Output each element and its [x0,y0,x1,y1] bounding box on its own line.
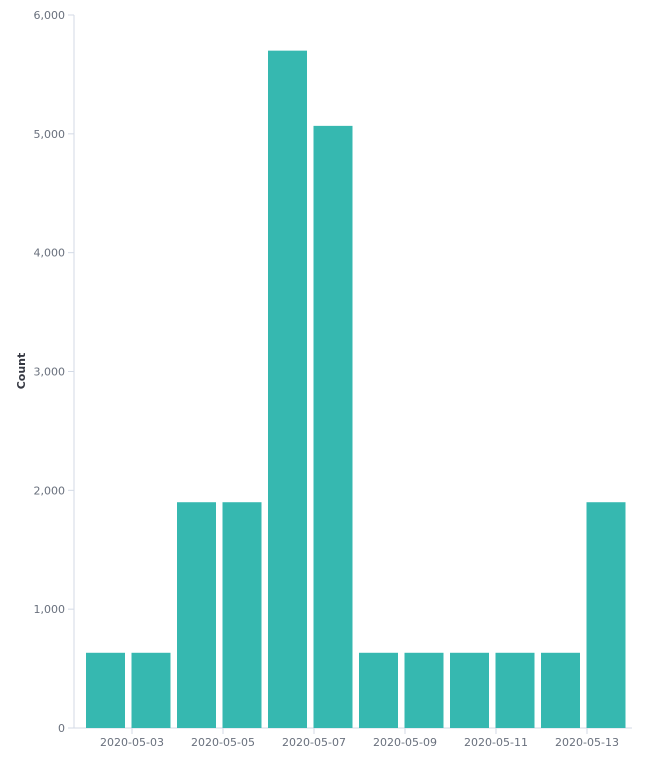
bar[interactable] [313,125,353,729]
bar[interactable] [86,652,125,728]
x-tick-label: 2020-05-09 [373,736,437,749]
y-ticks: 0 1,000 2,000 3,000 4,000 5,000 6,000 [34,9,74,735]
y-tick-label: 6,000 [34,9,66,22]
bar[interactable] [359,652,398,728]
y-tick-label: 4,000 [34,247,66,260]
y-tick-label: 0 [58,722,65,735]
x-tick-label: 2020-05-07 [282,736,346,749]
y-tick-label: 5,000 [34,128,66,141]
x-tick-label: 2020-05-03 [100,736,164,749]
x-tick-label: 2020-05-11 [464,736,528,749]
bar[interactable] [222,502,262,728]
bar[interactable] [404,652,444,728]
y-tick-label: 1,000 [34,603,66,616]
bar[interactable] [131,652,171,728]
y-tick-label: 3,000 [34,366,66,379]
y-tick-label: 2,000 [34,484,66,497]
bar[interactable] [450,652,489,728]
y-axis-title: Count [15,353,28,390]
bar[interactable] [586,502,626,728]
bar[interactable] [177,502,216,728]
bar[interactable] [495,652,535,728]
x-ticks: 2020-05-03 2020-05-05 2020-05-07 2020-05-09… [100,728,619,749]
x-tick-label: 2020-05-13 [555,736,619,749]
bar[interactable] [541,652,580,728]
bar[interactable] [268,50,307,728]
x-tick-label: 2020-05-05 [191,736,255,749]
bars [86,50,626,729]
